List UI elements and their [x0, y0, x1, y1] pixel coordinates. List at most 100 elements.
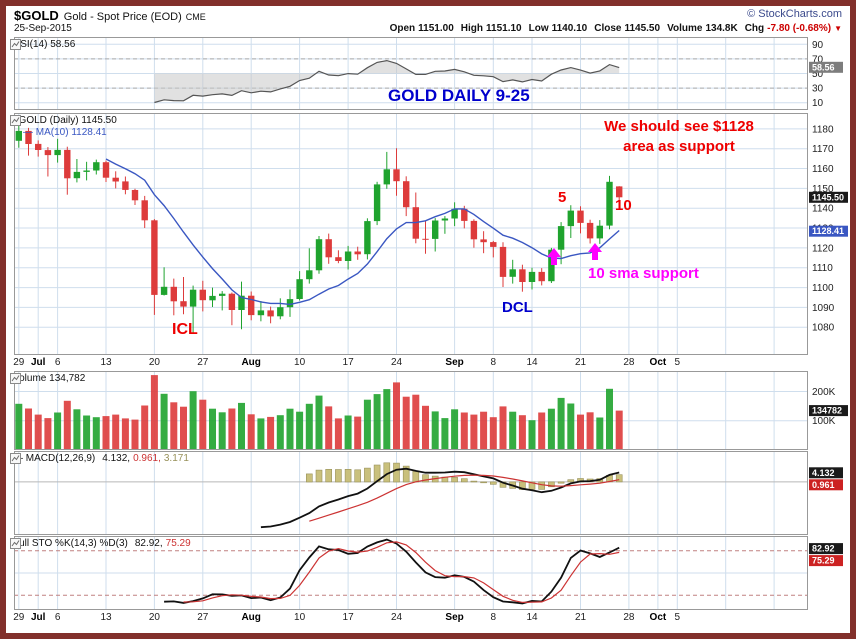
sto-d-value: 75.29 — [165, 538, 191, 549]
macd-current-box — [809, 467, 843, 479]
x-tick-label: 29 — [13, 612, 25, 623]
rsi-panel: 90 70 50 30 10 58.56 RSI(14) 58.56 GOLD DAILY… — [6, 37, 848, 110]
macd-signal-line — [309, 474, 620, 522]
y-tick-label: 1180 — [812, 124, 834, 135]
x-tick-label: Aug — [241, 357, 261, 368]
macd-signal-current-box — [809, 479, 843, 491]
sto-k-value: 82.92, — [134, 538, 163, 549]
x-tick-label: 17 — [342, 357, 354, 368]
x-tick-label: 5 — [674, 357, 681, 368]
x-tick-label: 8 — [490, 357, 497, 368]
x-tick-label: Jul — [30, 357, 46, 368]
annotation-count-10: 10 — [615, 197, 632, 214]
x-tick-label: 20 — [148, 612, 160, 623]
annotation-support-line1: We should see $1128 — [604, 118, 754, 135]
macd-label: — MACD(12,26,9) 4.132, 0.961, 3.171 — [10, 453, 189, 464]
x-tick-label: 29 — [13, 357, 25, 368]
annotation-sma-support: 10 sma support — [588, 265, 699, 282]
macd-current-box-text: 4.132 — [812, 468, 835, 478]
y-tick-label: 1160 — [812, 164, 834, 175]
sto-k-current-box — [809, 543, 843, 555]
sto-k-line — [164, 538, 620, 605]
y-tick-label: 1150 — [812, 184, 834, 195]
stochastic-label: Full STO %K(14,3) %D(3) 82.92, 75.29 — [10, 538, 191, 549]
low-label: Low — [528, 23, 549, 34]
rsi-line — [154, 59, 620, 104]
x-tick-label: 28 — [623, 357, 635, 368]
macd-value: 4.132, — [102, 453, 131, 464]
rsi-label-text: RSI(14) 58.56 — [13, 39, 76, 50]
annotation-support-line2: area as support — [623, 138, 735, 155]
volume-label: Volume — [667, 23, 703, 34]
ohlc-quote: Open 1151.00 High 1151.10 Low 1140.10 Close 114… — [383, 23, 842, 34]
sto-d-current-box — [809, 555, 843, 567]
y-tick-label: 70 — [812, 54, 824, 65]
rsi-label: RSI(14) 58.56 — [10, 39, 75, 50]
y-tick-label: 1140 — [812, 204, 834, 215]
macd-label-prefix: — MACD(12,26,9) — [13, 453, 96, 464]
x-tick-label: Oct — [649, 612, 667, 623]
x-axis: 29 Jul 6 13 20 27 Aug 10 17 24 Sep 8 14 21 28 Oct 5 — [6, 356, 848, 370]
price-label: $GOLD (Daily) 1145.50 — [10, 115, 117, 126]
annotation-count-5: 5 — [558, 189, 567, 206]
stochastic-chart: 82.92 75.29 — [14, 536, 843, 610]
ma10-label: — MA(10) 1128.41 — [23, 127, 107, 138]
x-tick-label: Jul — [30, 612, 46, 623]
change-down-arrow-icon: ▼ — [834, 24, 842, 33]
y-tick-label: 1100 — [812, 283, 834, 294]
macd-hist-value: 3.171 — [163, 453, 189, 464]
volume-panel: 200K 100K 134782 Volume 134,782 — [6, 371, 848, 450]
high-value: 1151.10 — [486, 23, 522, 34]
x-tick-label: Oct — [649, 357, 667, 368]
x-tick-label: 13 — [100, 357, 112, 368]
sto-d-current-box-text: 75.29 — [812, 556, 835, 566]
x-tick-label: 27 — [197, 357, 209, 368]
close-value: 1145.50 — [624, 23, 661, 34]
y-tick-label: 30 — [812, 84, 824, 95]
chart-date: 25-Sep-2015 — [14, 23, 72, 34]
annotation-dcl: DCL — [502, 299, 533, 316]
x-tick-label: 8 — [490, 612, 497, 623]
change-value: -7.80 (-0.68%) — [767, 23, 832, 34]
y-tick-label: 100K — [812, 416, 836, 427]
x-tick-label: 13 — [100, 612, 112, 623]
symbol: $GOLD — [14, 8, 59, 23]
price-panel: 1080109011001110112011301140115011601170… — [6, 113, 848, 355]
volume-current-box-text: 134782 — [812, 406, 842, 416]
volume-label-text: Volume 134,782 — [13, 373, 86, 384]
volume-value: 134.8K — [705, 23, 738, 34]
quote-bar: 25-Sep-2015 Open 1151.00 High 1151.10 Low 114… — [14, 22, 844, 36]
up-arrow-icon — [588, 243, 602, 260]
annotation-icl: ICL — [172, 321, 198, 338]
y-tick-label: 90 — [812, 40, 824, 51]
sto-label-prefix: Full STO %K(14,3) %D(3) — [13, 538, 128, 549]
close-label: Close — [594, 23, 622, 34]
sto-d-line — [183, 541, 620, 604]
open-value: 1151.00 — [418, 23, 454, 34]
up-arrow-icon — [547, 248, 561, 265]
low-value: 1140.10 — [551, 23, 588, 34]
macd-line — [260, 467, 620, 529]
x-tick-label: 14 — [526, 357, 538, 368]
change-label: Chg — [744, 23, 765, 34]
stochastic-panel: 82.92 75.29 Full STO %K(14,3) %D(3) 82.92… — [6, 536, 848, 610]
x-tick-label: 27 — [197, 612, 209, 623]
chart-sheet: $GOLD Gold - Spot Price (EOD) CME © StockC… — [6, 6, 850, 633]
macd-signal-current-box-text: 0.961 — [812, 480, 835, 490]
volume-label: Volume 134,782 — [10, 373, 85, 384]
stockcharts-link[interactable]: © StockCharts.com — [747, 8, 842, 20]
y-tick-label: 1080 — [812, 323, 835, 334]
x-tick-label: Sep — [445, 612, 464, 623]
x-tick-label: Aug — [241, 612, 261, 623]
y-tick-label: 1120 — [812, 243, 834, 254]
rsi-chart: 90 70 50 30 10 58.56 — [14, 37, 843, 110]
rsi-current-box-text: 58.56 — [812, 62, 835, 72]
annotation-support-note: We should see $1128 area as support — [584, 117, 774, 157]
price-current-box-text: 1145.50 — [812, 192, 844, 202]
macd-signal-value: 0.961, — [133, 453, 161, 464]
x-tick-label: 21 — [574, 357, 587, 368]
sto-k-current-box-text: 82.92 — [812, 544, 835, 554]
